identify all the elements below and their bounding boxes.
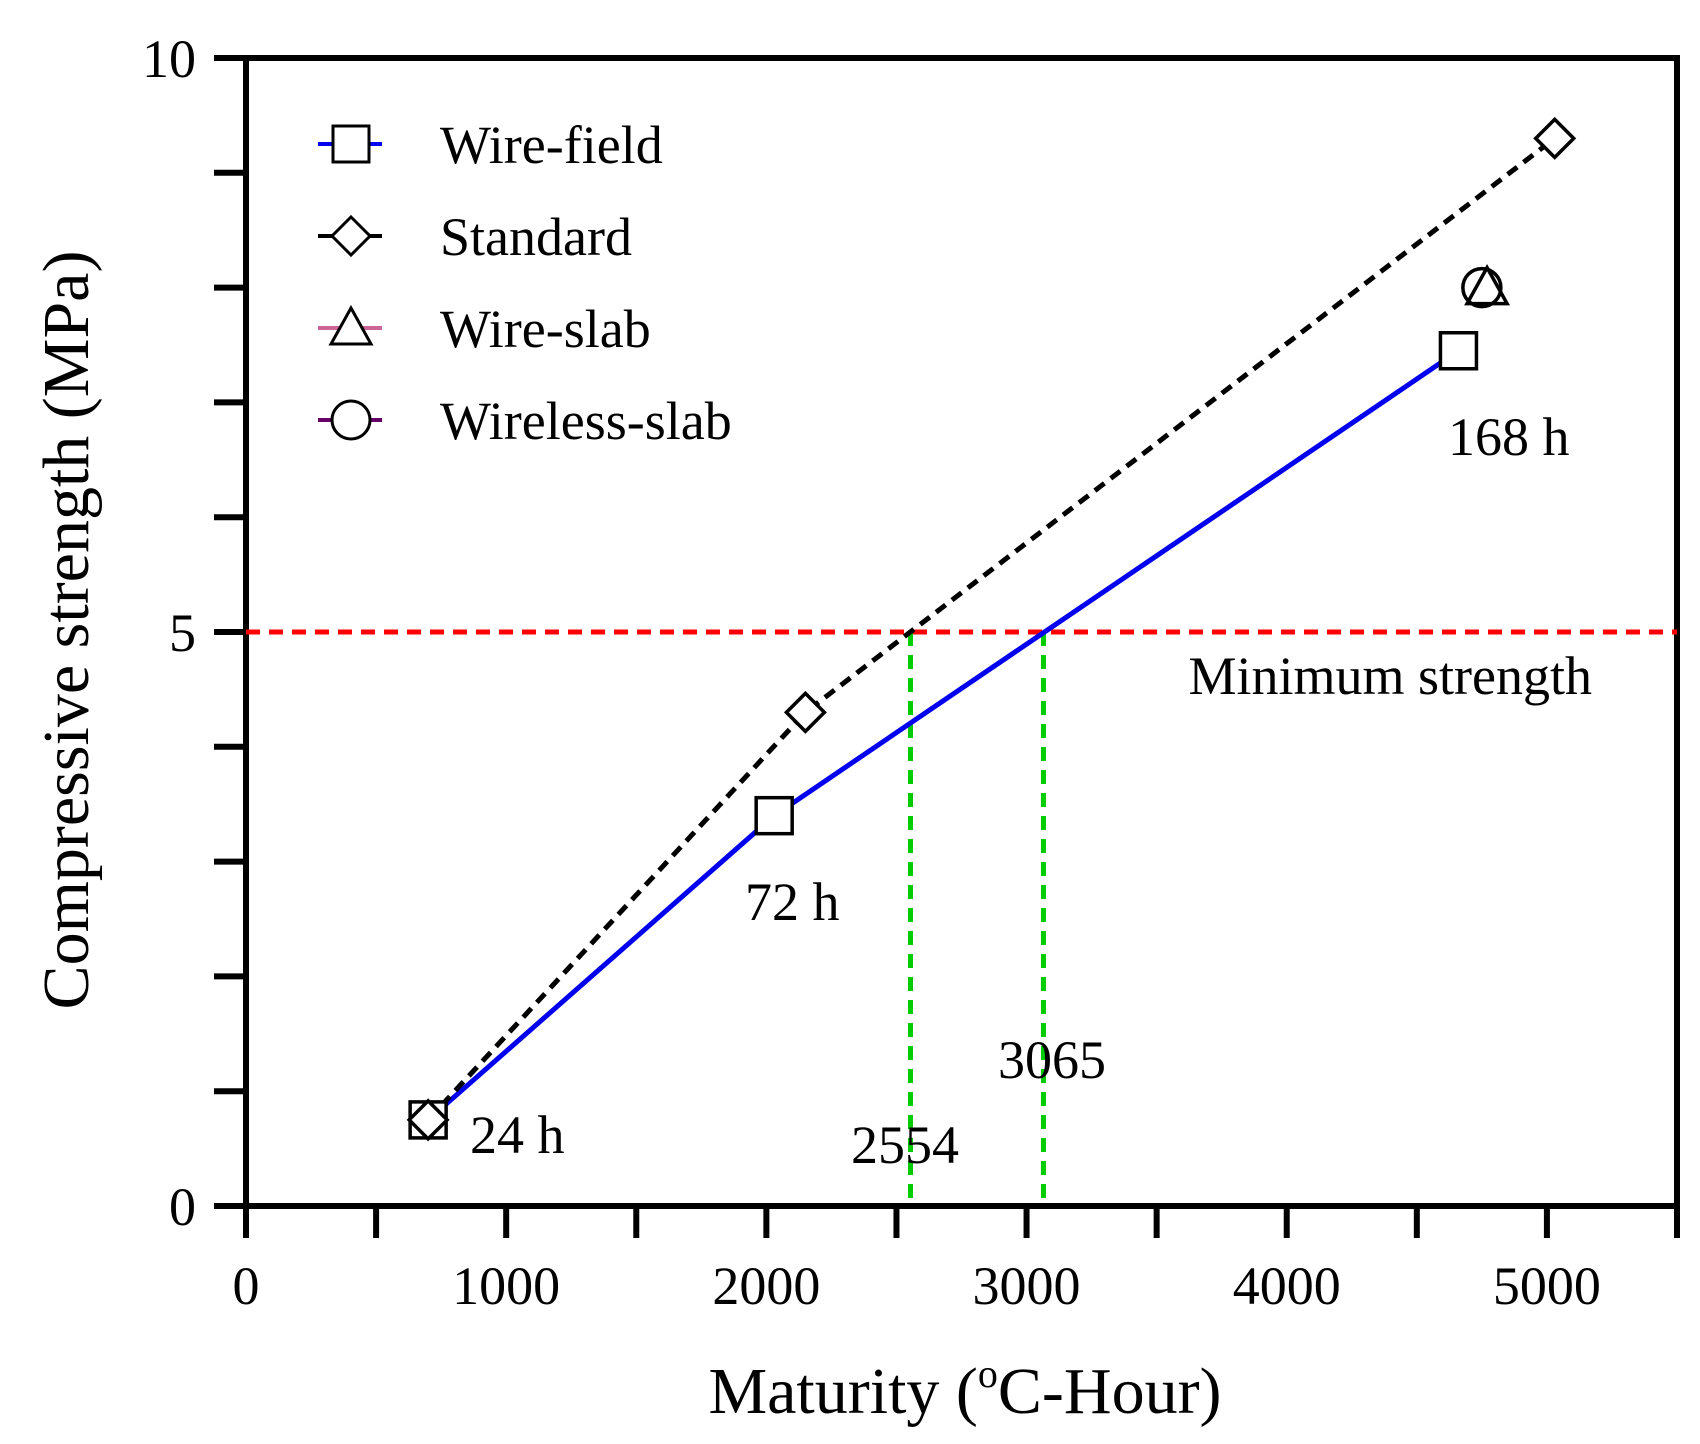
marker-wire-field-1 [754, 795, 794, 836]
threshold-label: Minimum strength [1189, 646, 1593, 706]
y-tick-label-10: 10 [142, 29, 196, 89]
y-tick-label-5: 5 [169, 603, 196, 663]
legend-square-icon [331, 124, 371, 164]
x-tick-label-3000: 3000 [973, 1256, 1081, 1316]
marker-standard-0 [406, 1098, 450, 1142]
legend-label-standard: Standard [440, 207, 632, 267]
legend-diamond-icon [329, 214, 373, 258]
legend-item-wire-slab: Wire-slab [318, 299, 651, 359]
x-axis-title: Maturity (oC-Hour) [708, 1351, 1221, 1428]
legend-circle-icon [330, 399, 372, 441]
marker-standard-2 [1533, 116, 1577, 160]
annotation-168h: 168 h [1448, 407, 1570, 467]
x-tick-label-4000: 4000 [1233, 1256, 1341, 1316]
legend: Wire-field Standard Wire-slab Wireless-s… [318, 115, 732, 451]
annotation-24h: 24 h [470, 1105, 565, 1165]
x-tick-label-2000: 2000 [712, 1256, 820, 1316]
legend-triangle-icon [328, 304, 374, 346]
crossing-label-2554: 2554 [851, 1115, 959, 1175]
legend-item-wire-field: Wire-field [318, 115, 663, 175]
plot-content: 0 1000 2000 3000 4000 5000 0 5 10 [142, 29, 1680, 1316]
marker-wire-slab-0 [1464, 263, 1511, 306]
x-tick-label-0: 0 [233, 1256, 260, 1316]
annotation-72h: 72 h [745, 872, 840, 932]
legend-item-standard: Standard [318, 207, 632, 267]
x-axis-title-main: Maturity ( [708, 1355, 977, 1428]
marker-wireless-slab-0 [1461, 266, 1503, 309]
legend-label-wireless-slab: Wireless-slab [440, 391, 732, 451]
marker-wire-field-2 [1438, 330, 1479, 371]
legend-label-wire-field: Wire-field [440, 115, 663, 175]
y-tick-label-0: 0 [169, 1177, 196, 1237]
legend-item-wireless-slab: Wireless-slab [318, 391, 732, 451]
legend-label-wire-slab: Wire-slab [440, 299, 651, 359]
series-line-standard [426, 136, 1557, 1122]
x-axis-title-superscript: o [978, 1351, 998, 1396]
crossing-label-3065: 3065 [998, 1030, 1106, 1090]
marker-standard-1 [783, 690, 827, 734]
x-tick-label-5000: 5000 [1493, 1256, 1601, 1316]
x-axis-title-rest: C-Hour) [998, 1355, 1222, 1428]
series-line-wire-field [426, 348, 1460, 1122]
y-axis-title: Compressive strength (MPa) [30, 251, 103, 1010]
x-tick-label-1000: 1000 [452, 1256, 560, 1316]
